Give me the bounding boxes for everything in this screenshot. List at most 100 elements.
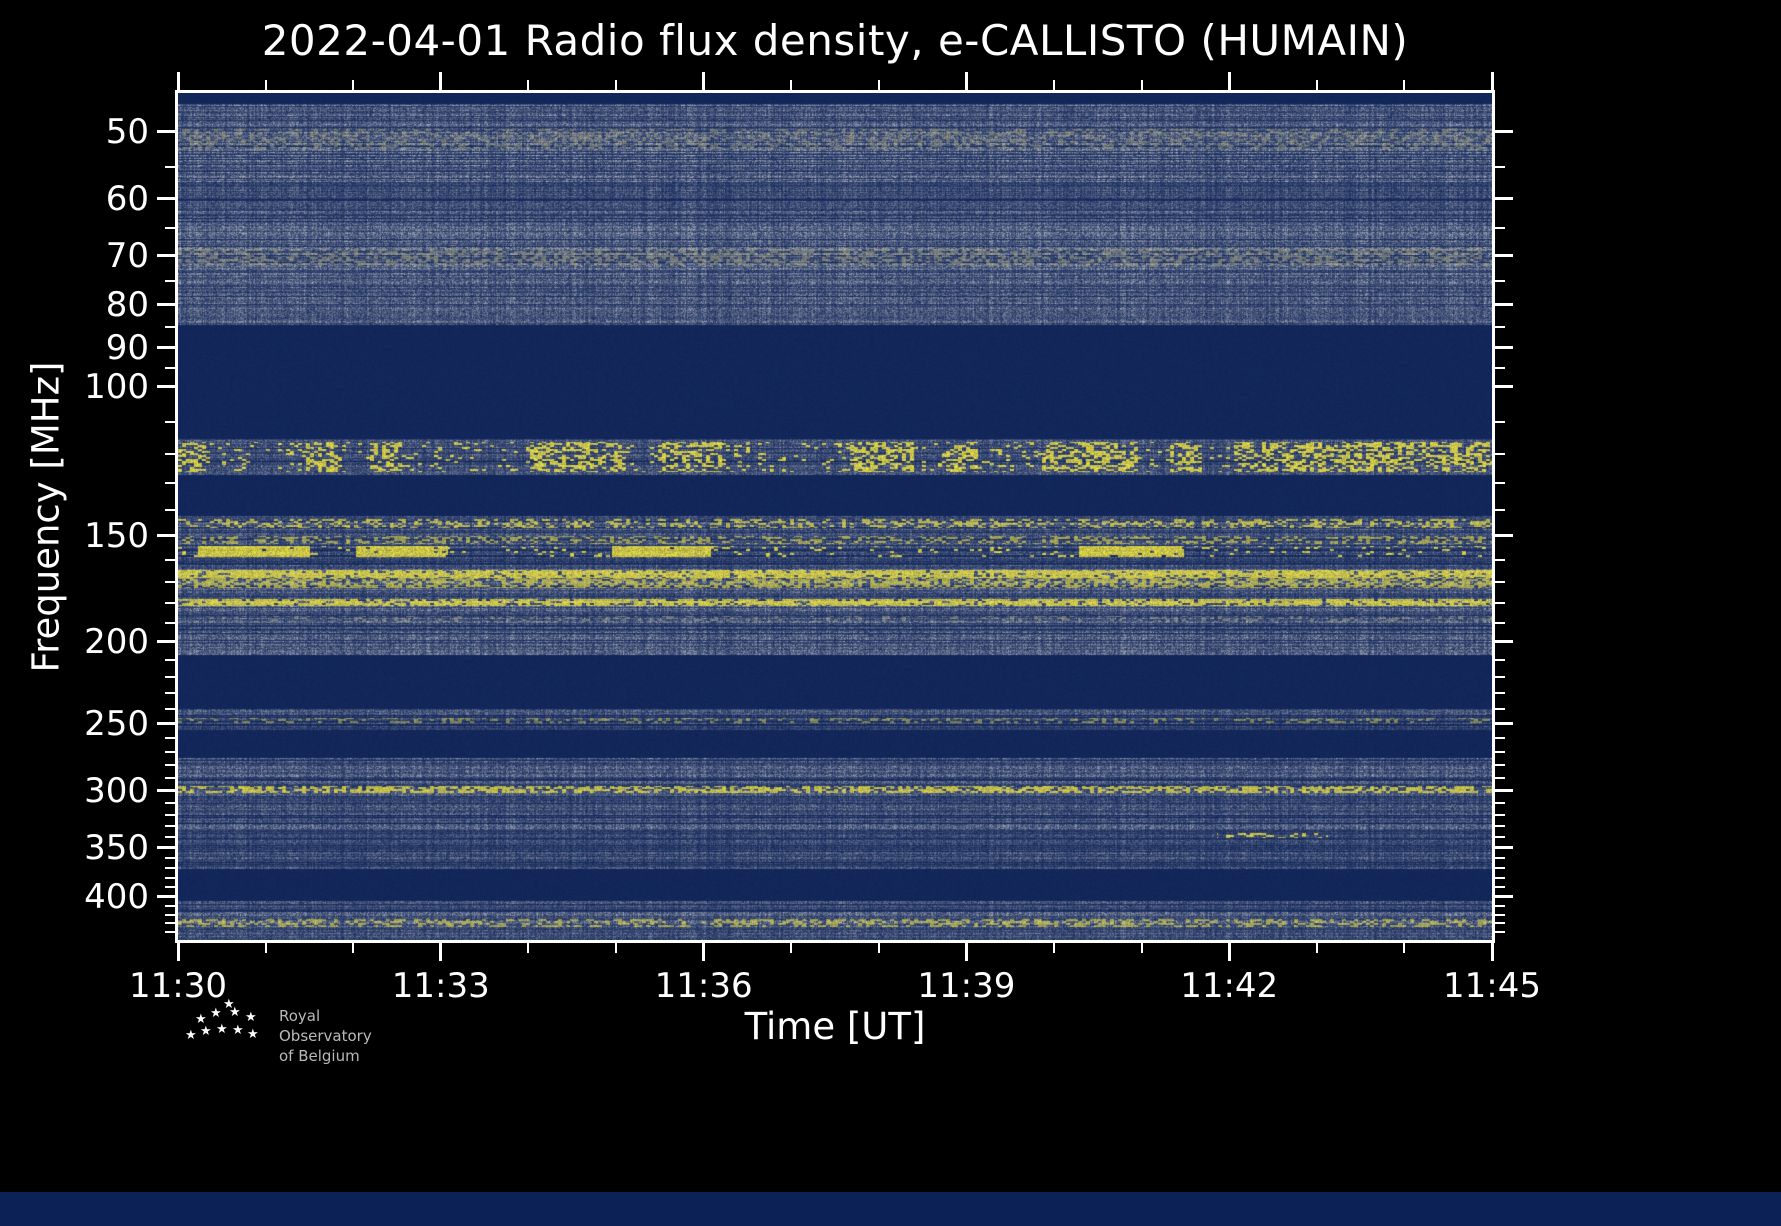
y-tick-label: 300 — [84, 770, 149, 811]
x-tick-minor-top — [790, 80, 793, 90]
y-tick-label: 80 — [105, 284, 149, 325]
y-tick-minor-right — [1495, 737, 1505, 740]
x-tick-minor-top — [615, 80, 617, 90]
y-tick-major — [157, 385, 175, 389]
y-tick-minor — [165, 580, 175, 583]
y-tick-minor-right — [1495, 866, 1505, 869]
x-tick-major — [1227, 943, 1231, 961]
y-tick-minor-right — [1495, 813, 1505, 816]
y-tick-minor — [165, 558, 175, 561]
x-tick-major — [1490, 943, 1494, 961]
spectrogram-canvas — [178, 93, 1492, 940]
y-tick-major — [157, 846, 175, 850]
x-tick-minor — [615, 943, 617, 953]
y-tick-minor — [165, 913, 175, 916]
y-tick-label: 70 — [105, 235, 149, 276]
y-tick-minor — [165, 813, 175, 816]
star-icon: ★ — [216, 1022, 228, 1037]
y-tick-minor — [165, 856, 175, 859]
y-tick-major — [157, 303, 175, 307]
y-tick-label: 50 — [105, 111, 149, 152]
x-tick-major — [439, 943, 443, 961]
y-tick-minor-right — [1495, 904, 1505, 907]
y-tick-label: 100 — [84, 366, 149, 407]
y-tick-minor-right — [1495, 420, 1505, 423]
y-tick-minor — [165, 866, 175, 869]
x-tick-label: 11:42 — [1180, 966, 1279, 1006]
x-tick-major — [176, 943, 180, 961]
y-tick-minor-right — [1495, 777, 1505, 780]
star-icon: ★ — [245, 1010, 257, 1025]
y-tick-minor — [165, 325, 175, 328]
y-tick-major-right — [1495, 385, 1513, 389]
x-tick-minor — [352, 943, 355, 953]
x-tick-major — [702, 943, 706, 961]
y-tick-minor — [165, 801, 175, 804]
chart-title: 2022-04-01 Radio flux density, e-CALLIST… — [261, 16, 1409, 65]
y-tick-label: 400 — [84, 876, 149, 917]
y-tick-minor — [165, 835, 175, 838]
y-tick-major-right — [1495, 303, 1513, 307]
y-tick-minor — [165, 737, 175, 740]
y-tick-minor-right — [1495, 580, 1505, 583]
y-tick-major — [157, 130, 175, 134]
star-icon: ★ — [229, 1005, 241, 1020]
y-tick-major — [157, 789, 175, 793]
logo-text-line1: Royal Observatory — [279, 1007, 372, 1045]
star-icon: ★ — [210, 1006, 222, 1021]
y-tick-major — [157, 722, 175, 726]
y-tick-minor — [165, 692, 175, 695]
y-tick-minor-right — [1495, 751, 1505, 754]
y-tick-minor-right — [1495, 824, 1505, 827]
x-tick-major-top — [1227, 72, 1231, 90]
y-tick-minor — [165, 509, 175, 512]
y-tick-minor — [165, 707, 175, 710]
y-tick-label: 150 — [84, 515, 149, 556]
y-tick-minor-right — [1495, 856, 1505, 859]
y-tick-major-right — [1495, 130, 1513, 134]
x-tick-major — [964, 943, 968, 961]
y-tick-major — [157, 197, 175, 201]
star-icon: ★ — [232, 1023, 244, 1038]
y-tick-minor-right — [1495, 165, 1505, 168]
y-tick-minor-right — [1495, 601, 1505, 604]
y-tick-minor-right — [1495, 621, 1505, 624]
x-tick-label: 11:45 — [1443, 966, 1541, 1006]
y-tick-minor — [165, 420, 175, 423]
y-tick-minor — [165, 366, 175, 369]
y-tick-major-right — [1495, 722, 1513, 726]
x-tick-minor-top — [877, 80, 880, 90]
x-tick-label: 11:36 — [654, 966, 753, 1006]
y-tick-minor — [165, 824, 175, 827]
x-tick-minor-top — [1053, 80, 1055, 90]
star-icon: ★ — [200, 1024, 212, 1039]
y-tick-label: 200 — [84, 621, 149, 662]
y-tick-minor — [165, 482, 175, 485]
y-tick-major-right — [1495, 640, 1513, 644]
y-tick-label: 250 — [84, 703, 149, 744]
y-tick-minor-right — [1495, 835, 1505, 838]
y-tick-minor-right — [1495, 876, 1505, 879]
y-tick-major-right — [1495, 895, 1513, 899]
x-tick-minor-top — [264, 80, 267, 90]
y-tick-minor-right — [1495, 922, 1505, 925]
x-tick-minor — [877, 943, 880, 953]
y-tick-minor-right — [1495, 658, 1505, 661]
plot-area — [175, 90, 1495, 943]
logo-text: Royal Observatory of Belgium — [279, 1006, 372, 1066]
y-tick-minor-right — [1495, 801, 1505, 804]
y-tick-minor-right — [1495, 325, 1505, 328]
y-tick-minor-right — [1495, 707, 1505, 710]
x-tick-major-top — [964, 72, 968, 90]
y-tick-minor-right — [1495, 509, 1505, 512]
x-tick-minor-top — [527, 80, 530, 90]
y-tick-minor — [165, 658, 175, 661]
y-tick-minor — [165, 675, 175, 678]
y-tick-major-right — [1495, 789, 1513, 793]
y-tick-label: 350 — [84, 827, 149, 868]
x-tick-minor — [790, 943, 793, 953]
y-tick-major-right — [1495, 346, 1513, 350]
y-tick-major — [157, 640, 175, 644]
y-tick-minor — [165, 930, 175, 933]
